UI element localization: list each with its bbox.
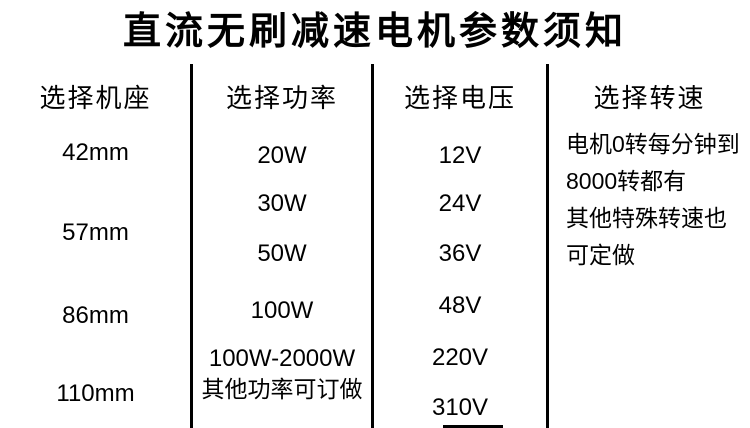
voltage-value: 310V [431, 394, 489, 421]
frame-size-value: 57mm [62, 219, 129, 246]
frame-size-value: 110mm [56, 380, 135, 407]
speed-note-line: 8000转都有 [566, 168, 687, 194]
power-value: 20W [257, 142, 307, 169]
voltage-value: 36V [438, 240, 482, 267]
frame-size-value: 42mm [62, 139, 129, 166]
voltage-column-header: 选择电压 [403, 83, 516, 113]
speed-note-line: 电机0转每分钟到 [566, 131, 740, 157]
speed-note: 电机0转每分钟到 8000转都有 其他特殊转速也 可定做 [566, 126, 750, 274]
cropped-text-artifact [443, 425, 503, 428]
speed-column-header: 选择转速 [593, 83, 706, 113]
speed-note-line: 可定做 [566, 242, 635, 268]
power-range-value: 100W-2000W [208, 345, 356, 372]
voltage-value: 220V [431, 344, 489, 371]
power-value: 100W [250, 297, 314, 324]
power-column-header: 选择功率 [225, 83, 338, 113]
column-divider-1 [190, 64, 193, 428]
column-divider-3 [546, 64, 549, 428]
frame-column-header: 选择机座 [39, 83, 152, 113]
power-custom-note: 其他功率可订做 [201, 376, 363, 402]
voltage-value: 12V [438, 142, 482, 169]
power-value: 50W [257, 240, 307, 267]
voltage-value: 24V [438, 190, 482, 217]
frame-size-value: 86mm [62, 302, 129, 329]
page-title: 直流无刷减速电机参数须知 [122, 11, 627, 53]
column-divider-2 [371, 64, 374, 428]
speed-note-line: 其他特殊转速也 [566, 205, 727, 231]
voltage-value: 48V [438, 292, 482, 319]
power-value: 30W [257, 190, 307, 217]
